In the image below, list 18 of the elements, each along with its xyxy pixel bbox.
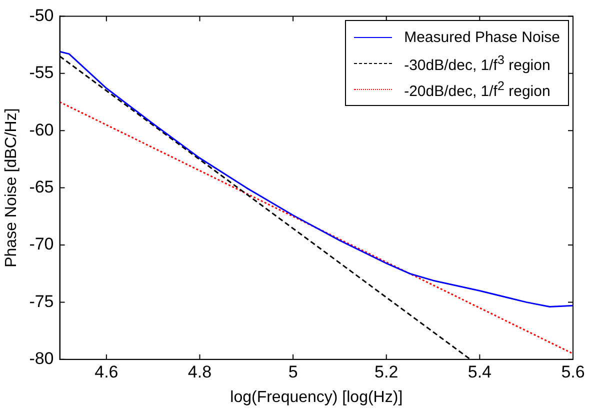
x-tick-label: 4.8: [188, 362, 212, 382]
legend-label: Measured Phase Noise: [404, 28, 560, 46]
y-tick-label: -70: [29, 234, 54, 254]
x-tick-label: 4.6: [94, 362, 118, 382]
y-tick-label: -80: [29, 349, 54, 368]
legend-label: -30dB/dec, 1/f$^{3}$ region: [404, 52, 550, 74]
x-tick-label: 5: [288, 362, 298, 382]
y-tick-label: -55: [29, 63, 54, 82]
x-tick-label: 5.6: [561, 362, 585, 382]
y-tick-label: -50: [29, 6, 54, 25]
x-tick-label: 5.2: [374, 362, 398, 382]
y-tick-label: -75: [29, 292, 54, 311]
x-axis-title: log(Frequency) [log(Hz)]: [230, 388, 403, 406]
y-tick-label: -60: [29, 120, 54, 140]
x-tick-label: 5.4: [468, 362, 492, 382]
legend-label: -20dB/dec, 1/f$^{2}$ region: [404, 78, 550, 100]
y-axis-title: Phase Noise [dBC/Hz]: [3, 108, 20, 268]
y-tick-label: -65: [29, 177, 54, 196]
